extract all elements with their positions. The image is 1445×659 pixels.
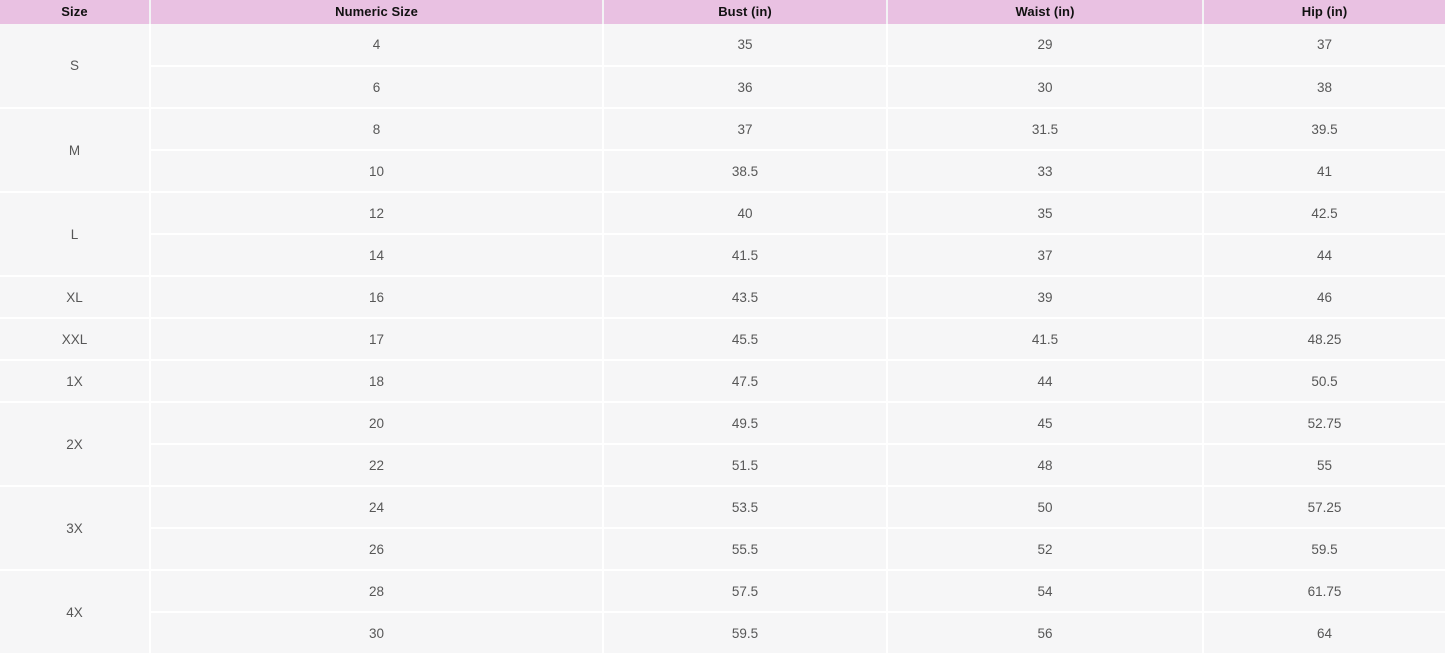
cell-waist: 29	[887, 24, 1204, 67]
cell-waist: 52	[887, 528, 1204, 571]
cell-hip: 48.25	[1203, 318, 1445, 361]
column-header-waist: Waist (in)	[887, 0, 1204, 24]
cell-waist: 54	[887, 570, 1204, 613]
cell-hip: 59.5	[1203, 528, 1445, 571]
table-row: 30 59.5 56 64	[0, 612, 1445, 655]
cell-hip: 61.75	[1203, 570, 1445, 613]
table-row: 22 51.5 48 55	[0, 444, 1445, 487]
cell-numeric-size: 8	[150, 108, 604, 151]
cell-hip: 52.75	[1203, 402, 1445, 445]
cell-hip: 46	[1203, 276, 1445, 319]
cell-size-group: M	[0, 108, 151, 193]
cell-bust: 53.5	[603, 486, 888, 529]
column-header-size: Size	[0, 0, 151, 24]
cell-hip: 37	[1203, 24, 1445, 67]
cell-numeric-size: 20	[150, 402, 604, 445]
cell-waist: 35	[887, 192, 1204, 235]
cell-waist: 30	[887, 66, 1204, 109]
cell-numeric-size: 22	[150, 444, 604, 487]
cell-hip: 64	[1203, 612, 1445, 655]
cell-numeric-size: 14	[150, 234, 604, 277]
cell-bust: 47.5	[603, 360, 888, 403]
cell-numeric-size: 28	[150, 570, 604, 613]
cell-size-group: XXL	[0, 318, 151, 361]
cell-numeric-size: 26	[150, 528, 604, 571]
cell-bust: 40	[603, 192, 888, 235]
table-row: 10 38.5 33 41	[0, 150, 1445, 193]
cell-bust: 35	[603, 24, 888, 67]
cell-bust: 37	[603, 108, 888, 151]
cell-size-group: L	[0, 192, 151, 277]
cell-numeric-size: 17	[150, 318, 604, 361]
cell-waist: 39	[887, 276, 1204, 319]
cell-size-group: 1X	[0, 360, 151, 403]
table-row: XXL 17 45.5 41.5 48.25	[0, 318, 1445, 361]
cell-hip: 57.25	[1203, 486, 1445, 529]
cell-bust: 59.5	[603, 612, 888, 655]
cell-numeric-size: 6	[150, 66, 604, 109]
cell-numeric-size: 16	[150, 276, 604, 319]
cell-size-group: S	[0, 24, 151, 109]
cell-hip: 50.5	[1203, 360, 1445, 403]
cell-waist: 37	[887, 234, 1204, 277]
cell-waist: 44	[887, 360, 1204, 403]
cell-numeric-size: 12	[150, 192, 604, 235]
cell-bust: 36	[603, 66, 888, 109]
cell-numeric-size: 4	[150, 24, 604, 67]
cell-numeric-size: 10	[150, 150, 604, 193]
cell-numeric-size: 24	[150, 486, 604, 529]
column-header-numeric: Numeric Size	[150, 0, 604, 24]
cell-hip: 39.5	[1203, 108, 1445, 151]
cell-bust: 43.5	[603, 276, 888, 319]
table-row: 26 55.5 52 59.5	[0, 528, 1445, 571]
table-row: 2X 20 49.5 45 52.75	[0, 402, 1445, 487]
table-row: 6 36 30 38	[0, 66, 1445, 109]
cell-size-group: 4X	[0, 570, 151, 655]
table-row: 1X 18 47.5 44 50.5	[0, 360, 1445, 403]
cell-hip: 41	[1203, 150, 1445, 193]
table-row: S 4 35 29 37	[0, 24, 1445, 109]
cell-numeric-size: 30	[150, 612, 604, 655]
table-row: L 12 40 35 42.5	[0, 192, 1445, 277]
cell-size-group: XL	[0, 276, 151, 319]
column-header-hip: Hip (in)	[1203, 0, 1445, 24]
cell-size-group: 3X	[0, 486, 151, 571]
cell-waist: 45	[887, 402, 1204, 445]
cell-bust: 38.5	[603, 150, 888, 193]
table-row: M 8 37 31.5 39.5	[0, 108, 1445, 193]
cell-bust: 55.5	[603, 528, 888, 571]
table-row: 14 41.5 37 44	[0, 234, 1445, 277]
cell-waist: 33	[887, 150, 1204, 193]
column-header-bust: Bust (in)	[603, 0, 888, 24]
cell-hip: 44	[1203, 234, 1445, 277]
cell-bust: 57.5	[603, 570, 888, 613]
cell-waist: 48	[887, 444, 1204, 487]
cell-hip: 42.5	[1203, 192, 1445, 235]
cell-waist: 50	[887, 486, 1204, 529]
cell-numeric-size: 18	[150, 360, 604, 403]
cell-hip: 38	[1203, 66, 1445, 109]
cell-bust: 51.5	[603, 444, 888, 487]
cell-waist: 31.5	[887, 108, 1204, 151]
table-row: XL 16 43.5 39 46	[0, 276, 1445, 319]
cell-bust: 49.5	[603, 402, 888, 445]
table-header: Size Numeric Size Bust (in) Waist (in) H…	[0, 0, 1445, 24]
cell-waist: 41.5	[887, 318, 1204, 361]
header-row: Size Numeric Size Bust (in) Waist (in) H…	[0, 0, 1445, 24]
cell-size-group: 2X	[0, 402, 151, 487]
cell-bust: 45.5	[603, 318, 888, 361]
cell-waist: 56	[887, 612, 1204, 655]
table-row: 3X 24 53.5 50 57.25	[0, 486, 1445, 571]
table-row: 4X 28 57.5 54 61.75	[0, 570, 1445, 655]
table-body: S 4 35 29 37 6 36 30 38 M 8 37 31.5 39.5 10 38.5 33 41 L 12…	[0, 24, 1445, 655]
cell-hip: 55	[1203, 444, 1445, 487]
cell-bust: 41.5	[603, 234, 888, 277]
